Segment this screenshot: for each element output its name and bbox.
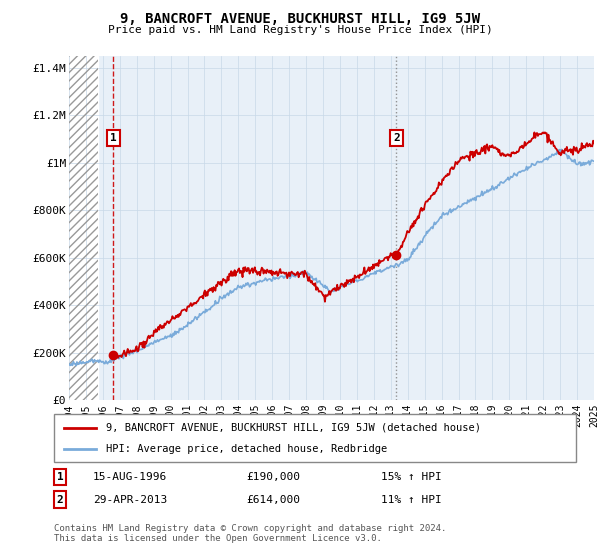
Text: £614,000: £614,000 (246, 494, 300, 505)
Text: 11% ↑ HPI: 11% ↑ HPI (381, 494, 442, 505)
Text: 1: 1 (110, 133, 117, 143)
Text: Price paid vs. HM Land Registry's House Price Index (HPI): Price paid vs. HM Land Registry's House … (107, 25, 493, 35)
FancyBboxPatch shape (54, 414, 576, 462)
Bar (69, 56, 98, 400)
Text: 2: 2 (393, 133, 400, 143)
Text: £190,000: £190,000 (246, 472, 300, 482)
Bar (69, 56, 98, 400)
Text: 15% ↑ HPI: 15% ↑ HPI (381, 472, 442, 482)
Text: HPI: Average price, detached house, Redbridge: HPI: Average price, detached house, Redb… (106, 444, 388, 454)
Text: 29-APR-2013: 29-APR-2013 (93, 494, 167, 505)
Text: 15-AUG-1996: 15-AUG-1996 (93, 472, 167, 482)
Text: Contains HM Land Registry data © Crown copyright and database right 2024.
This d: Contains HM Land Registry data © Crown c… (54, 524, 446, 543)
Text: 9, BANCROFT AVENUE, BUCKHURST HILL, IG9 5JW: 9, BANCROFT AVENUE, BUCKHURST HILL, IG9 … (120, 12, 480, 26)
Text: 2: 2 (56, 494, 64, 505)
Text: 1: 1 (56, 472, 64, 482)
Text: 9, BANCROFT AVENUE, BUCKHURST HILL, IG9 5JW (detached house): 9, BANCROFT AVENUE, BUCKHURST HILL, IG9 … (106, 423, 481, 433)
